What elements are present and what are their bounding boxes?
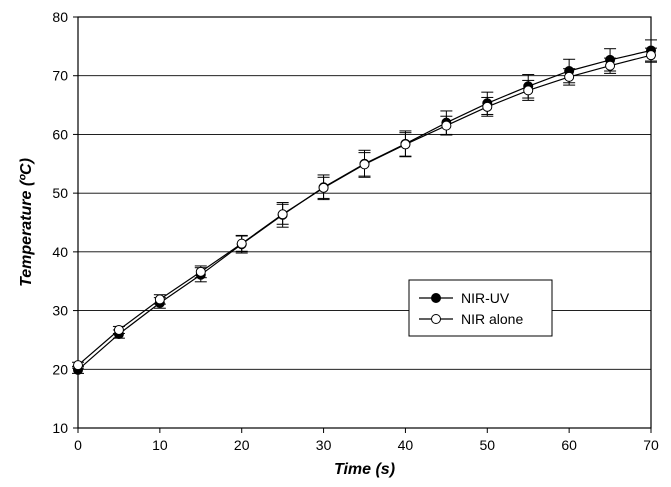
x-tick-label-50: 50 [479, 437, 495, 453]
y-tick-label-80: 80 [52, 9, 68, 25]
point-nir-alone-0 [73, 360, 83, 371]
point-nir-alone-45 [441, 120, 452, 131]
point-nir-alone-35 [359, 159, 370, 170]
point-nir-alone-70 [646, 50, 656, 61]
point-nir-alone-25 [277, 209, 288, 220]
series-nir-alone [72, 47, 657, 371]
point-nir-alone-50 [482, 101, 493, 112]
x-tick-label-10: 10 [152, 437, 168, 453]
point-nir-alone-40 [400, 139, 411, 150]
x-tick-label-60: 60 [561, 437, 577, 453]
point-nir-alone-5 [113, 324, 124, 335]
x-tick-label-40: 40 [398, 437, 414, 453]
y-tick-label-50: 50 [52, 185, 68, 201]
point-nir-alone-55 [523, 85, 534, 96]
gridlines [78, 75, 651, 370]
y-tick-label-60: 60 [52, 126, 68, 142]
legend: NIR-UV NIR alone [408, 279, 553, 337]
x-tick-label-70: 70 [643, 437, 659, 453]
x-tick-label-30: 30 [316, 437, 332, 453]
y-tick-label-40: 40 [52, 244, 68, 260]
legend-label-nir-uv: NIR-UV [461, 290, 510, 306]
point-nir-alone-65 [605, 60, 616, 71]
x-tick-label-0: 0 [74, 437, 82, 453]
legend-marker-nir-alone [431, 314, 441, 324]
series-nir-uv [72, 39, 657, 375]
y-axis-title: Temperature (ºC) [18, 158, 35, 287]
x-tick-label-20: 20 [234, 437, 250, 453]
point-nir-alone-20 [236, 238, 247, 249]
point-nir-alone-10 [154, 294, 165, 305]
legend-label-nir-alone: NIR alone [461, 311, 523, 327]
y-tick-label-70: 70 [52, 68, 68, 84]
y-tick-label-20: 20 [52, 361, 68, 377]
point-nir-alone-60 [564, 71, 575, 82]
series-line-nir-alone [77, 54, 652, 366]
y-tick-label-10: 10 [52, 420, 68, 436]
plot-frame [77, 16, 652, 429]
point-nir-alone-30 [318, 182, 329, 193]
series-line-nir-uv [77, 49, 652, 371]
y-tick-label-30: 30 [52, 303, 68, 319]
series-layer [72, 39, 657, 375]
legend-box [408, 279, 553, 337]
point-nir-alone-15 [195, 266, 206, 277]
x-axis-title: Time (s) [334, 461, 395, 478]
axis-ticks: 10 20 30 40 50 60 70 80 0 10 20 30 40 50 60 70 [52, 9, 659, 453]
legend-marker-nir-uv [431, 293, 441, 303]
